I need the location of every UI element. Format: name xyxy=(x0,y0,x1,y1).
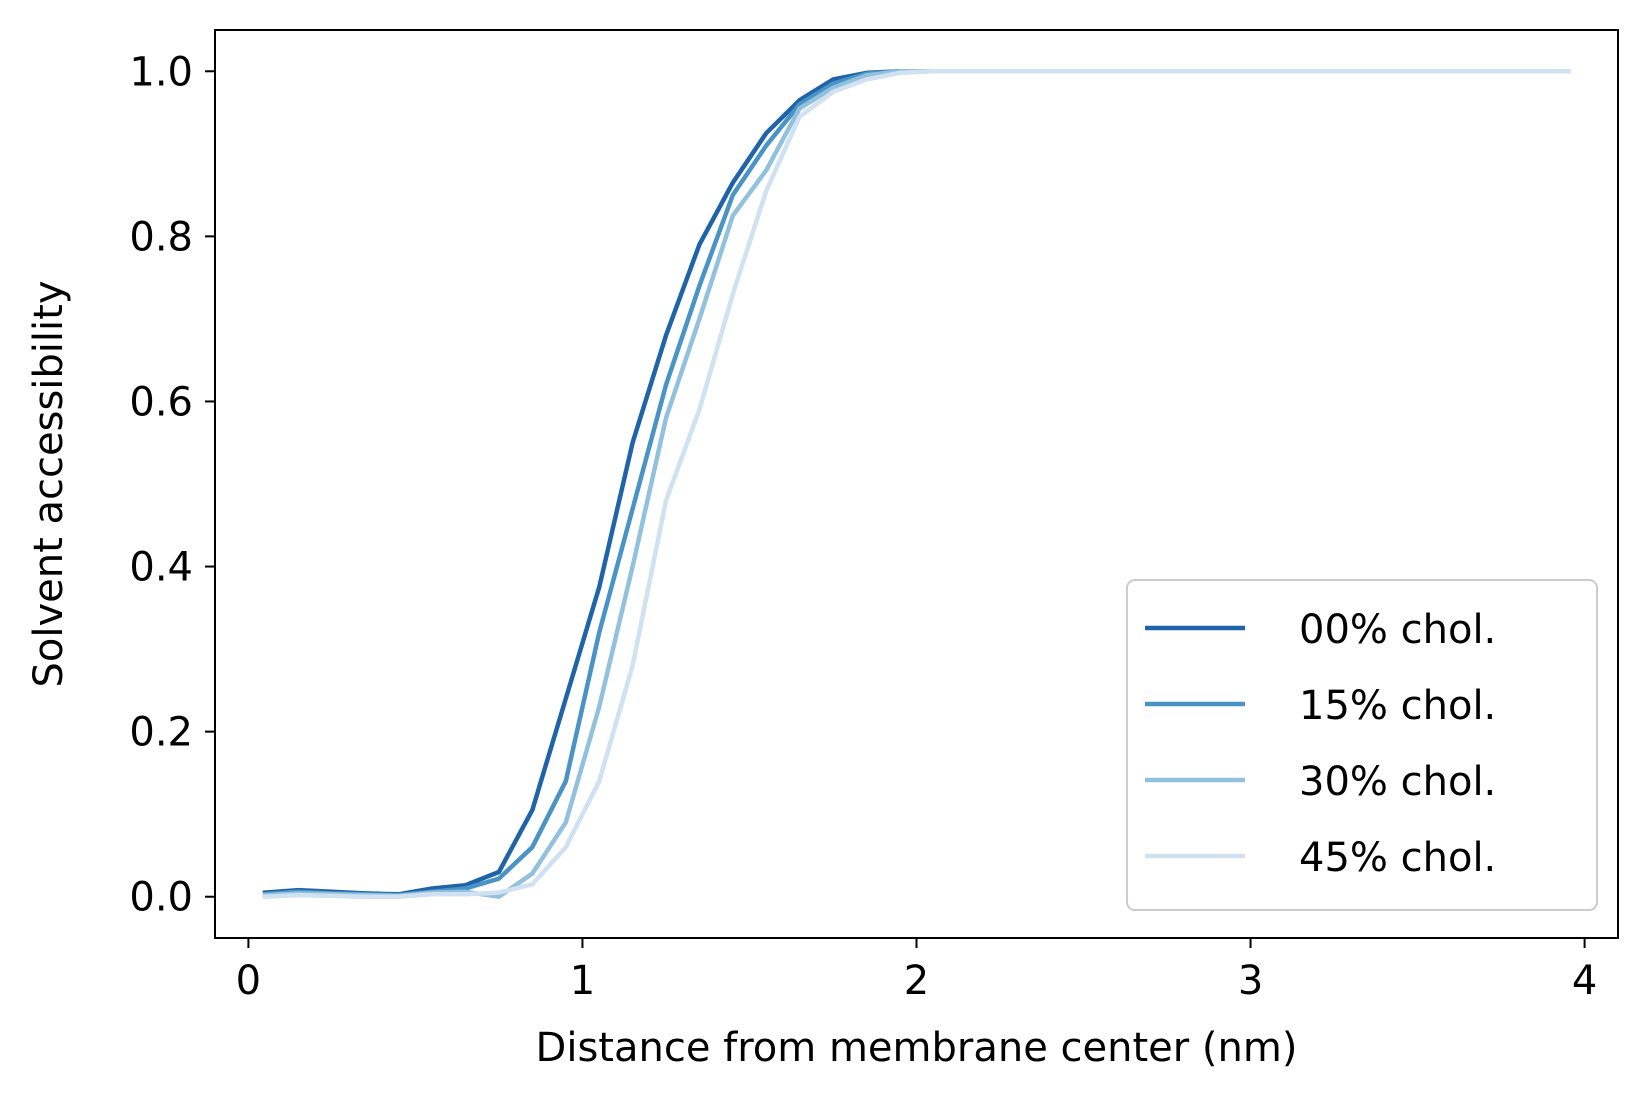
y-tick-label: 0.8 xyxy=(129,214,193,260)
legend-box xyxy=(1126,579,1598,911)
legend-label: 15% chol. xyxy=(1299,683,1496,729)
y-tick-label: 0.6 xyxy=(129,379,193,425)
x-axis-label: Distance from membrane center (nm) xyxy=(536,1025,1298,1071)
legend-label: 00% chol. xyxy=(1299,607,1496,653)
legend-label: 45% chol. xyxy=(1299,835,1496,881)
series-line-3 xyxy=(262,69,1571,900)
x-tick-label: 4 xyxy=(1572,958,1597,1004)
y-tick-label: 0.4 xyxy=(129,545,193,591)
y-tick-label: 1.0 xyxy=(129,49,193,95)
legend: 00% chol. 15% chol. 30% chol. 45% chol. xyxy=(1126,579,1598,911)
y-tick-label: 0.0 xyxy=(129,875,193,921)
y-tick-label: 0.2 xyxy=(129,710,193,756)
x-tick-label: 1 xyxy=(570,958,595,1004)
y-axis-label: Solvent accessibility xyxy=(26,281,72,688)
legend-label: 30% chol. xyxy=(1299,759,1496,805)
y-axis: 0.0 0.2 0.4 0.6 0.8 1.0 xyxy=(129,49,215,921)
x-tick-label: 3 xyxy=(1238,958,1263,1004)
series-layer xyxy=(262,69,1571,900)
x-axis: 0 1 2 3 4 xyxy=(236,938,1597,1004)
x-tick-label: 0 xyxy=(236,958,261,1004)
x-tick-label: 2 xyxy=(904,958,929,1004)
